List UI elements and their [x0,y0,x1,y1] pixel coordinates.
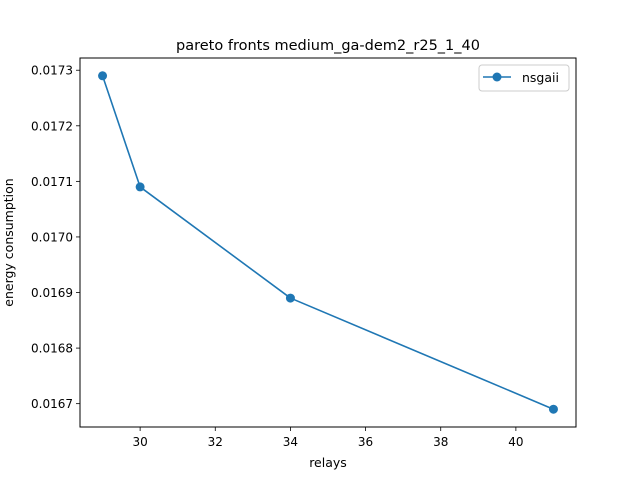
y-tick-label: 0.0173 [31,64,73,78]
data-point [548,404,558,414]
legend-label-nsgaii: nsgaii [522,70,559,85]
y-axis-ticks: 0.0167 0.0168 0.0169 0.0170 0.0171 0.0172 0.01… [31,64,80,411]
x-tick-label: 34 [283,435,298,449]
plot-frame [79,57,577,428]
x-tick-label: 38 [433,435,448,449]
y-tick-label: 0.0170 [31,230,73,244]
y-tick-label: 0.0171 [31,175,73,189]
data-point [135,182,145,192]
series-line-nsgaii [101,75,554,410]
legend-marker [492,72,502,82]
x-tick-label: 40 [508,435,523,449]
x-axis-ticks: 30 32 34 36 38 40 [132,427,524,449]
y-axis-label: energy consumption [1,178,16,306]
data-point [98,71,108,81]
legend-box [478,64,570,92]
x-tick-label: 32 [208,435,223,449]
x-axis-label: relays [309,455,347,470]
y-tick-label: 0.0168 [31,342,73,356]
x-tick-label: 36 [358,435,373,449]
y-tick-label: 0.0172 [31,119,73,133]
x-tick-label: 30 [132,435,147,449]
y-tick-label: 0.0167 [31,397,73,411]
chart-title: pareto fronts medium_ga-dem2_r25_1_40 [176,38,480,54]
y-tick-label: 0.0169 [31,286,73,300]
legend: nsgaii [478,64,570,92]
data-point [285,293,295,303]
series-layer [98,71,558,414]
